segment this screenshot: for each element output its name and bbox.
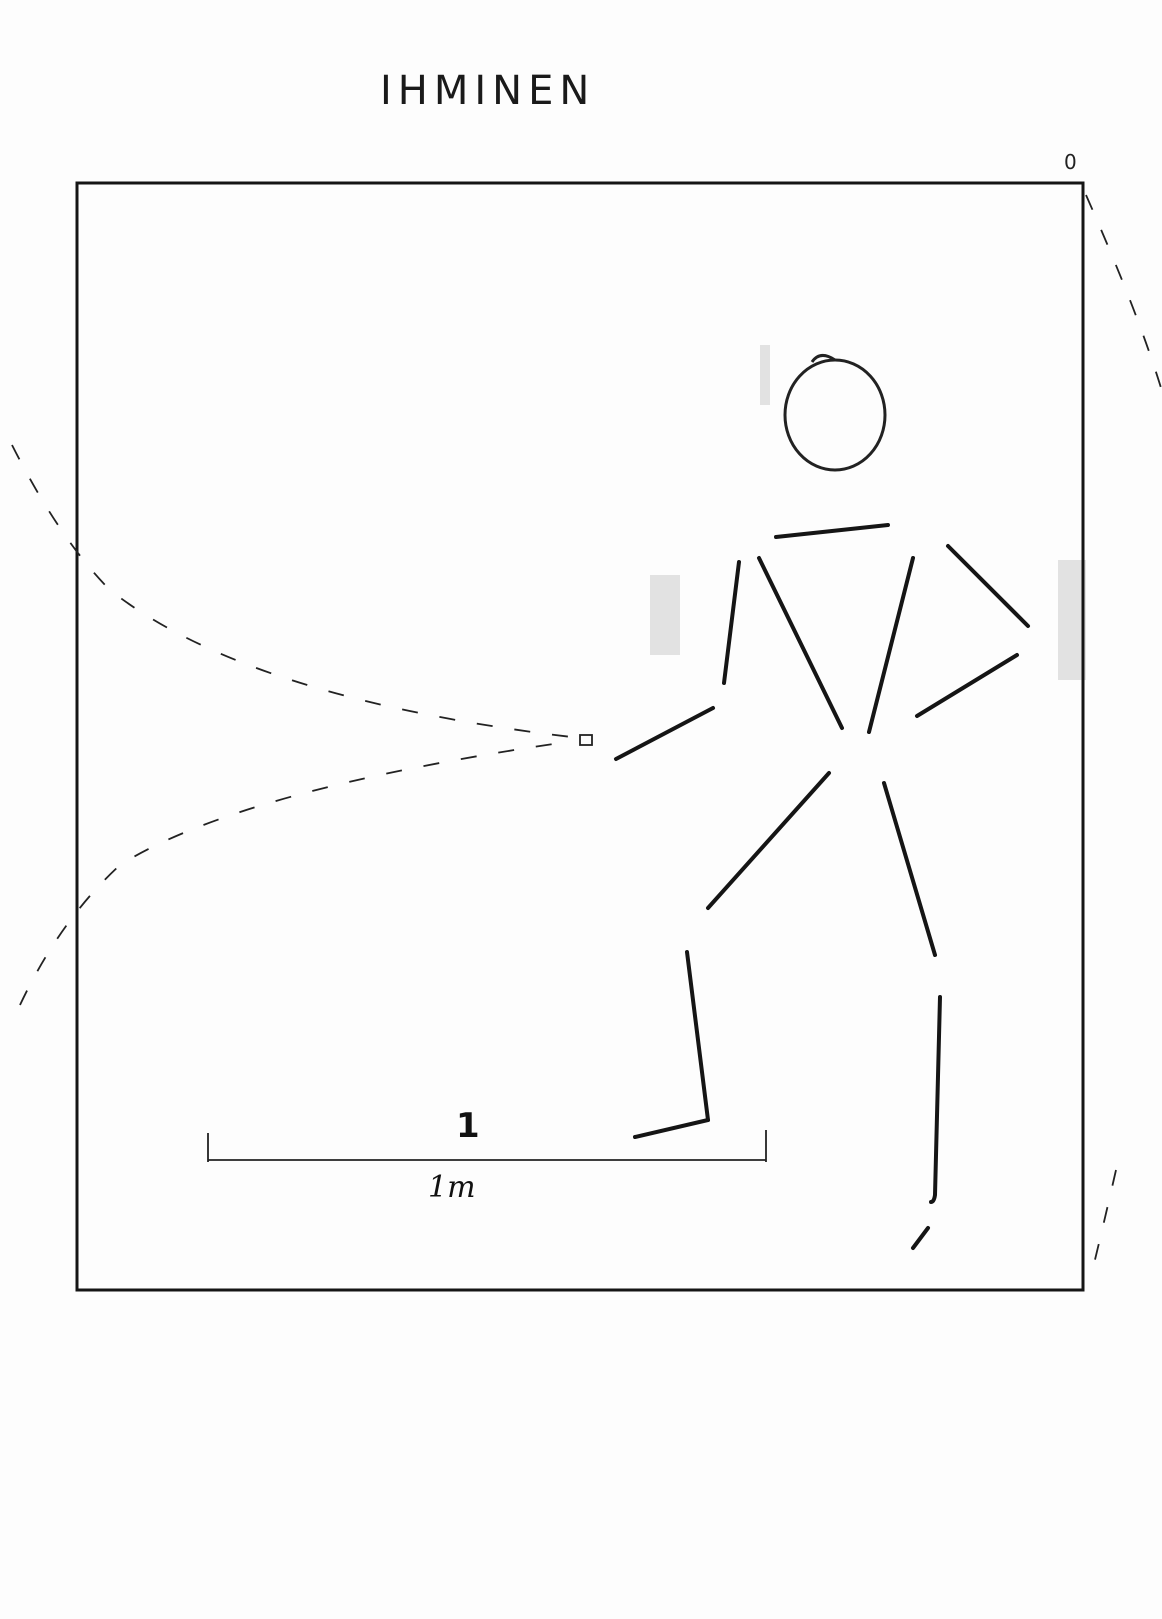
dashed-trajectory-lower (19, 742, 561, 1006)
scan-smudge (1058, 560, 1086, 680)
scan-smudge (650, 575, 680, 655)
corner-mark: 0 (1064, 150, 1077, 174)
origin-square (579, 734, 593, 746)
dashed-arc-right-lower (1089, 1169, 1117, 1281)
scale-number: 1 (456, 1106, 480, 1146)
thigh-right (882, 781, 937, 957)
torso-right (867, 556, 915, 734)
upper-arm-right (946, 544, 1030, 628)
torso-left (757, 556, 844, 730)
stick-figure (614, 354, 1030, 1250)
dashed-arc-right (1085, 194, 1162, 395)
scale-unit-label: 1m (428, 1170, 476, 1205)
forearm-left (614, 706, 715, 761)
foot-left (633, 1118, 710, 1139)
upper-arm-left (722, 560, 741, 685)
frame-rectangle (75, 181, 1085, 1292)
head (783, 358, 887, 472)
forearm-right (915, 653, 1019, 718)
dashed-trajectory-upper (11, 444, 581, 739)
scale-bar (207, 1130, 767, 1162)
shin-left (685, 950, 710, 1122)
page-title: IHMINEN (380, 68, 596, 114)
thigh-left (706, 771, 831, 910)
hair-tuft (810, 354, 836, 363)
scan-smudge (760, 345, 770, 405)
shin-right (929, 995, 942, 1204)
foot-right (911, 1226, 930, 1250)
shoulders (774, 523, 890, 539)
